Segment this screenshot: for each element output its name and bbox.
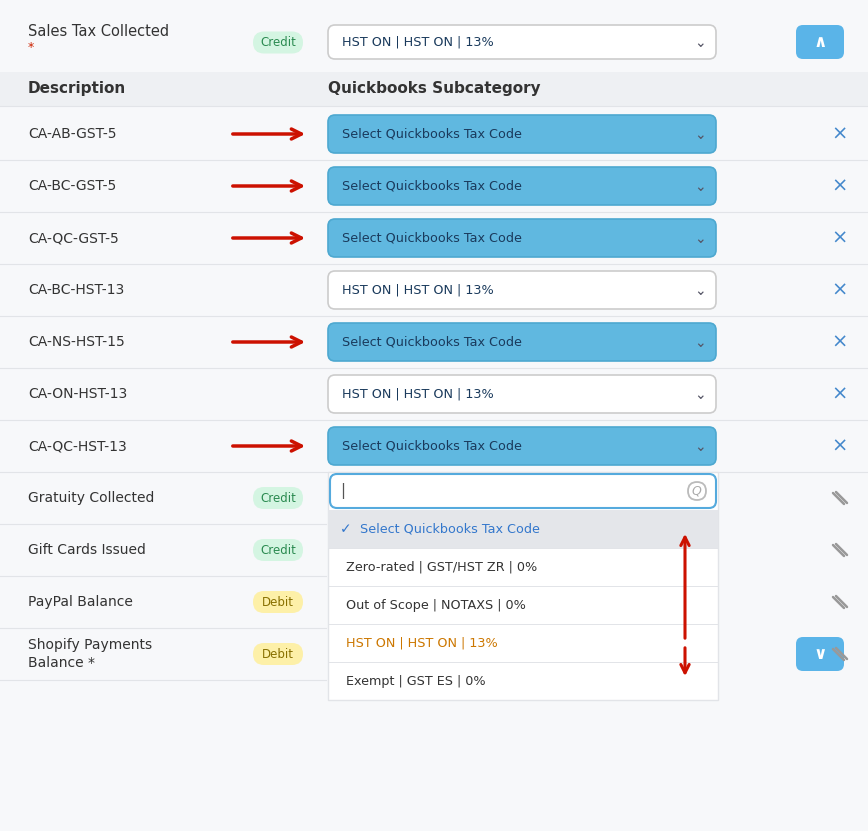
FancyBboxPatch shape [328,219,716,257]
Text: Quickbooks Subcategory: Quickbooks Subcategory [328,81,541,96]
Bar [0,316,868,368]
FancyBboxPatch shape [328,115,716,153]
FancyBboxPatch shape [796,637,844,671]
Text: HST ON | HST ON | 13%: HST ON | HST ON | 13% [342,283,494,297]
Text: Exempt | GST ES | 0%: Exempt | GST ES | 0% [346,675,485,687]
FancyBboxPatch shape [253,487,303,509]
Text: HST ON | HST ON | 13%: HST ON | HST ON | 13% [342,36,494,48]
FancyBboxPatch shape [796,25,844,59]
FancyBboxPatch shape [253,32,303,53]
FancyBboxPatch shape [328,427,716,465]
Text: CA-NS-HST-15: CA-NS-HST-15 [28,335,125,349]
Text: Out of Scope | NOTAXS | 0%: Out of Scope | NOTAXS | 0% [346,598,526,612]
Text: HST ON | HST ON | 13%: HST ON | HST ON | 13% [346,637,497,650]
Bar [0,15,868,70]
Text: ✓: ✓ [340,522,352,536]
Text: ×: × [832,176,848,195]
Text: ∧: ∧ [813,33,826,51]
Bar [0,524,326,576]
Text: ×: × [832,281,848,299]
Text: ⌄: ⌄ [694,440,706,454]
Bar [0,628,326,680]
Bar [0,108,868,160]
Text: PayPal Balance: PayPal Balance [28,595,133,609]
Text: HST ON | HST ON | 13%: HST ON | HST ON | 13% [342,387,494,401]
Text: Select Quickbooks Tax Code: Select Quickbooks Tax Code [342,179,522,193]
Text: *: * [28,41,34,53]
Text: ×: × [832,229,848,248]
Text: CA-BC-HST-13: CA-BC-HST-13 [28,283,124,297]
Text: ×: × [832,436,848,455]
FancyBboxPatch shape [328,271,716,309]
Bar [0,576,326,628]
Text: ⌄: ⌄ [694,180,706,194]
FancyBboxPatch shape [253,539,303,561]
FancyBboxPatch shape [328,167,716,205]
Text: Credit: Credit [260,36,296,49]
Text: CA-QC-GST-5: CA-QC-GST-5 [28,231,119,245]
Bar [0,420,868,472]
Text: Debit: Debit [262,647,294,661]
Text: Gift Cards Issued: Gift Cards Issued [28,543,146,557]
Text: CA-ON-HST-13: CA-ON-HST-13 [28,387,128,401]
Bar [0,472,326,524]
Text: Debit: Debit [262,596,294,608]
Text: Shopify Payments
Balance *: Shopify Payments Balance * [28,638,152,670]
Text: Zero-rated | GST/HST ZR | 0%: Zero-rated | GST/HST ZR | 0% [346,560,537,573]
Text: Description: Description [28,81,126,96]
Bar [328,510,718,548]
Text: ⌄: ⌄ [694,128,706,142]
Text: Credit: Credit [260,543,296,557]
Bar [0,72,868,106]
Text: ⌄: ⌄ [694,36,706,50]
Text: Select Quickbooks Tax Code: Select Quickbooks Tax Code [342,336,522,348]
Bar [0,264,868,316]
Text: ⌄: ⌄ [694,284,706,298]
Text: Select Quickbooks Tax Code: Select Quickbooks Tax Code [342,127,522,140]
Text: ×: × [832,385,848,404]
Text: Credit: Credit [260,491,296,504]
FancyBboxPatch shape [253,643,303,665]
Text: CA-QC-HST-13: CA-QC-HST-13 [28,439,127,453]
Text: Sales Tax Collected: Sales Tax Collected [28,23,169,38]
Bar [328,472,718,700]
Bar [0,160,868,212]
Text: Select Quickbooks Tax Code: Select Quickbooks Tax Code [342,232,522,244]
Text: Select Quickbooks Tax Code: Select Quickbooks Tax Code [360,523,540,535]
Text: CA-BC-GST-5: CA-BC-GST-5 [28,179,116,193]
Bar [0,368,868,420]
Text: ⌄: ⌄ [694,232,706,246]
Text: ×: × [832,332,848,352]
Text: ⌄: ⌄ [694,336,706,350]
Text: Q: Q [691,484,701,498]
FancyBboxPatch shape [253,591,303,613]
Text: ∨: ∨ [813,645,826,663]
Bar [0,212,868,264]
FancyBboxPatch shape [328,25,716,59]
Text: CA-AB-GST-5: CA-AB-GST-5 [28,127,116,141]
FancyBboxPatch shape [328,375,716,413]
Text: ⌄: ⌄ [694,388,706,402]
Text: Gratuity Collected: Gratuity Collected [28,491,155,505]
Text: Select Quickbooks Tax Code: Select Quickbooks Tax Code [342,440,522,453]
Text: ×: × [832,125,848,144]
Text: |: | [340,483,345,499]
FancyBboxPatch shape [328,323,716,361]
FancyBboxPatch shape [330,474,716,508]
